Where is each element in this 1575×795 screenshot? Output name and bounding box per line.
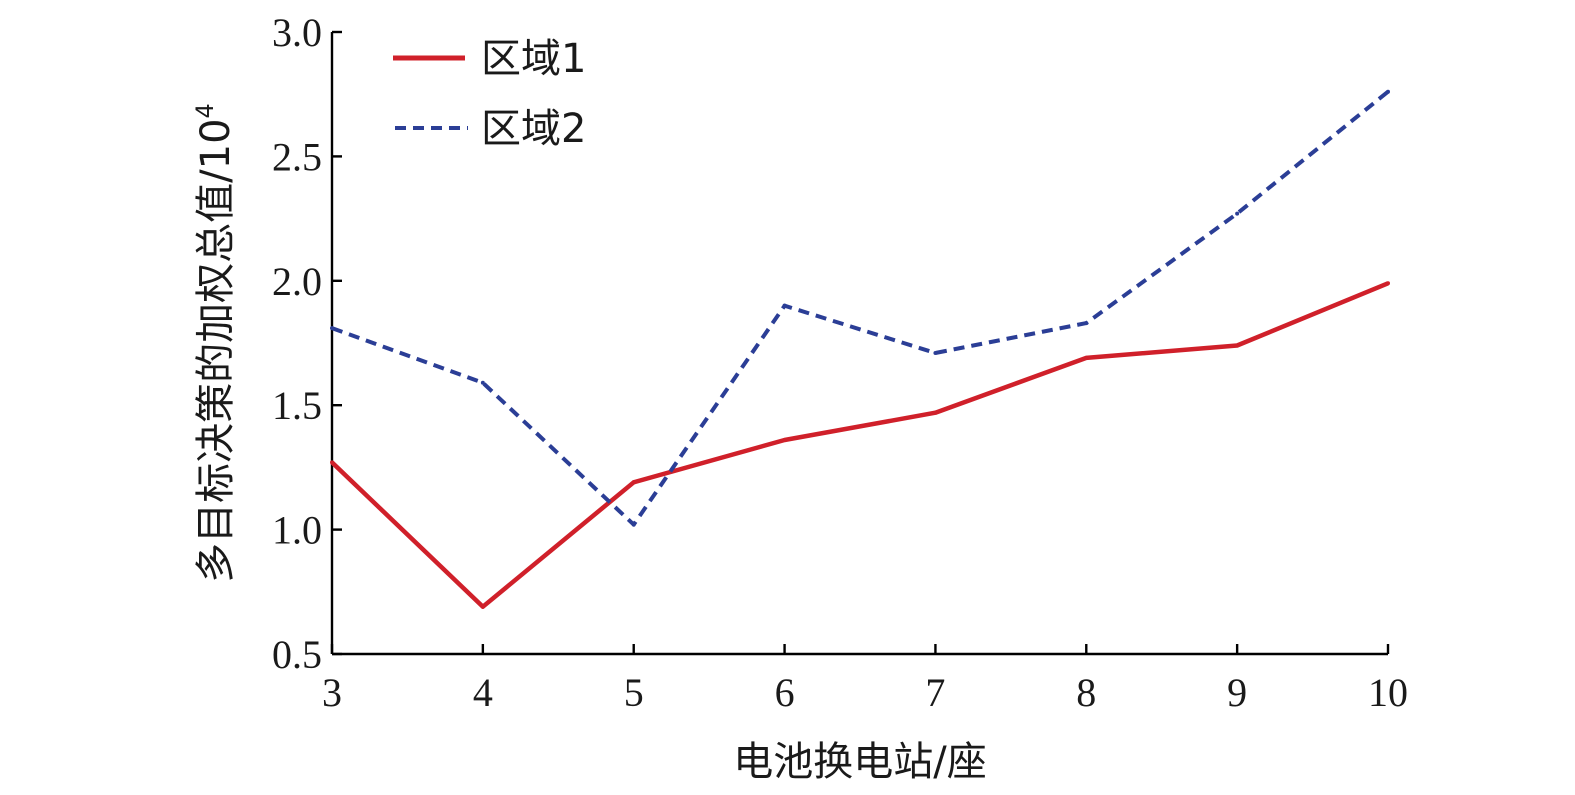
y-tick-label: 1.5 — [272, 383, 322, 428]
series-1-point — [1235, 343, 1240, 348]
y-tick-label: 3.0 — [272, 10, 322, 55]
series-2-point — [1235, 211, 1240, 216]
series-1-point — [330, 460, 334, 465]
x-axis-ticks: 3 4 5 6 7 8 9 10 — [322, 644, 1408, 715]
legend-label-series-2: 区域2 — [481, 106, 586, 152]
y-axis-title-text: 多目标决策的加权总值/10 — [193, 118, 239, 582]
x-tick-label: 4 — [473, 670, 493, 715]
series-2-point — [1084, 321, 1089, 326]
series-1-point — [480, 604, 485, 609]
series-layer — [330, 89, 1390, 609]
series-1-point — [1084, 355, 1089, 360]
y-axis-title: 多目标决策的加权总值/104 — [191, 103, 239, 583]
x-tick-label: 8 — [1076, 670, 1096, 715]
series-line-2 — [331, 90, 1390, 527]
legend-item-series-2: 区域2 — [395, 106, 586, 152]
series-1-point — [933, 410, 938, 415]
plot-area: 0.5 1.0 1.5 2.0 2.5 3.0 3 4 5 6 7 8 9 10 — [272, 10, 1408, 715]
x-tick-label: 7 — [925, 670, 945, 715]
y-tick-label: 1.0 — [272, 508, 322, 553]
series-2-point — [933, 350, 938, 355]
x-tick-label: 10 — [1368, 670, 1408, 715]
series-2-point — [1386, 89, 1390, 94]
series-1-point — [1386, 281, 1390, 286]
series-2-point — [631, 522, 636, 527]
y-tick-label: 0.5 — [272, 632, 322, 677]
series-2-point — [782, 303, 787, 308]
series-2-point — [480, 380, 485, 385]
series-1-point — [631, 480, 636, 485]
x-tick-label: 6 — [775, 670, 795, 715]
x-tick-label: 5 — [624, 670, 644, 715]
legend-label-series-1: 区域1 — [481, 36, 586, 82]
series-2-point — [330, 326, 334, 331]
legend-item-series-1: 区域1 — [393, 36, 586, 82]
y-axis-title-exponent: 4 — [191, 103, 219, 118]
x-tick-label: 3 — [322, 670, 342, 715]
y-tick-label: 2.0 — [272, 259, 322, 304]
y-tick-label: 2.5 — [272, 134, 322, 179]
series-line-1 — [330, 281, 1389, 609]
x-tick-label: 9 — [1227, 670, 1247, 715]
x-axis-title: 电池换电站/座 — [733, 739, 986, 785]
series-1-point — [782, 438, 787, 443]
y-axis-ticks: 0.5 1.0 1.5 2.0 2.5 3.0 — [272, 10, 342, 677]
legend: 区域1 区域2 — [393, 36, 586, 152]
